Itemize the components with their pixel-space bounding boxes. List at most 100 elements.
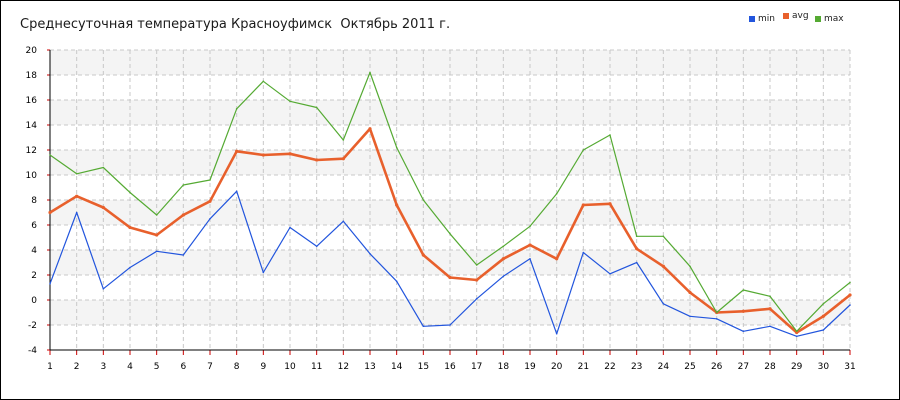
x-tick-label: 2 <box>74 362 80 372</box>
data-point-min <box>609 272 611 275</box>
x-tick-label: 12 <box>338 362 349 372</box>
data-point-min <box>795 335 798 338</box>
data-point-avg <box>155 233 159 237</box>
data-point-min <box>209 217 211 220</box>
data-point-avg <box>48 210 52 215</box>
legend-item-min: min <box>749 14 775 25</box>
x-tick-label: 1 <box>47 362 53 372</box>
data-point-min <box>289 226 291 229</box>
data-point-avg <box>608 202 612 206</box>
data-point-max <box>555 192 558 195</box>
data-point-avg <box>208 199 212 203</box>
x-tick-label: 25 <box>684 362 695 372</box>
x-tick-label: 20 <box>551 362 563 372</box>
data-point-min <box>582 251 585 254</box>
data-point-max <box>742 289 745 291</box>
data-point-avg <box>768 307 772 311</box>
data-point-avg <box>795 330 799 335</box>
data-point-avg <box>848 293 852 297</box>
x-tick-label: 27 <box>738 362 749 372</box>
data-point-min <box>369 252 371 255</box>
legend-swatch-max <box>815 16 821 22</box>
data-point-avg <box>235 149 239 153</box>
data-point-min <box>529 257 531 260</box>
x-tick-label: 15 <box>418 362 429 372</box>
data-point-max <box>395 146 398 149</box>
y-tick-label: 8 <box>31 196 37 206</box>
data-point-max <box>849 281 851 284</box>
data-point-avg <box>315 158 319 162</box>
data-point-max <box>449 232 451 235</box>
data-point-min <box>475 297 478 300</box>
data-point-min <box>235 190 238 193</box>
y-tick-label: 20 <box>26 46 38 56</box>
data-point-min <box>449 324 451 326</box>
legend-label-avg: avg <box>792 11 809 21</box>
data-point-min <box>182 254 185 256</box>
data-point-max <box>715 311 718 314</box>
x-tick-label: 9 <box>260 362 266 372</box>
data-point-max <box>582 149 585 151</box>
data-point-max <box>155 214 158 216</box>
chart-title: Среднесуточная температура Красноуфимск … <box>20 17 451 32</box>
data-point-avg <box>555 257 559 261</box>
data-point-min <box>342 220 345 223</box>
data-point-max <box>289 100 291 103</box>
x-tick-label: 21 <box>578 362 589 372</box>
y-tick-label: -4 <box>28 346 37 356</box>
x-tick-label: 31 <box>844 362 855 372</box>
y-tick-label: -2 <box>28 321 37 331</box>
legend-item-max: max <box>815 14 844 25</box>
x-tick-label: 4 <box>127 362 133 372</box>
y-tick-label: 12 <box>26 146 37 156</box>
data-point-min <box>742 330 745 333</box>
data-point-min <box>262 271 265 274</box>
x-tick-label: 8 <box>234 362 240 372</box>
grid-band <box>50 50 850 75</box>
data-point-min <box>715 317 718 320</box>
y-tick-label: 6 <box>31 221 37 231</box>
data-point-avg <box>688 290 692 295</box>
x-tick-label: 22 <box>604 362 615 372</box>
data-point-avg <box>75 194 79 198</box>
data-point-max <box>635 235 638 238</box>
x-tick-label: 10 <box>284 362 296 372</box>
x-tick-label: 3 <box>100 362 106 372</box>
y-tick-label: 14 <box>26 121 38 131</box>
data-point-max <box>502 245 505 248</box>
data-point-min <box>155 250 158 253</box>
data-point-max <box>342 139 345 141</box>
y-tick-label: 2 <box>31 271 37 281</box>
data-point-avg <box>528 243 532 247</box>
x-tick-label: 16 <box>444 362 456 372</box>
data-point-max <box>75 172 78 175</box>
x-tick-label: 7 <box>207 362 213 372</box>
data-point-max <box>662 235 665 238</box>
data-point-avg <box>128 225 132 230</box>
y-tick-label: 4 <box>31 246 37 256</box>
data-point-max <box>422 199 425 201</box>
data-point-avg <box>821 314 825 318</box>
legend-swatch-min <box>749 16 755 22</box>
x-tick-label: 23 <box>631 362 642 372</box>
data-point-min <box>689 315 691 318</box>
data-point-avg <box>368 127 372 131</box>
data-point-max <box>609 134 611 136</box>
y-tick-label: 18 <box>26 71 38 81</box>
data-point-max <box>209 179 211 181</box>
data-point-min <box>662 302 665 305</box>
data-point-avg <box>581 203 585 207</box>
x-tick-label: 28 <box>764 362 776 372</box>
data-point-min <box>769 325 771 328</box>
data-point-min <box>315 245 318 248</box>
data-point-min <box>75 211 78 214</box>
data-point-min <box>395 280 398 283</box>
data-point-max <box>102 166 105 169</box>
data-point-avg <box>395 203 399 207</box>
data-point-max <box>129 191 131 194</box>
legend-swatch-avg <box>783 13 789 19</box>
data-point-avg <box>448 275 452 280</box>
data-point-min <box>422 325 425 328</box>
data-point-max <box>369 71 371 74</box>
data-point-avg <box>741 309 745 313</box>
